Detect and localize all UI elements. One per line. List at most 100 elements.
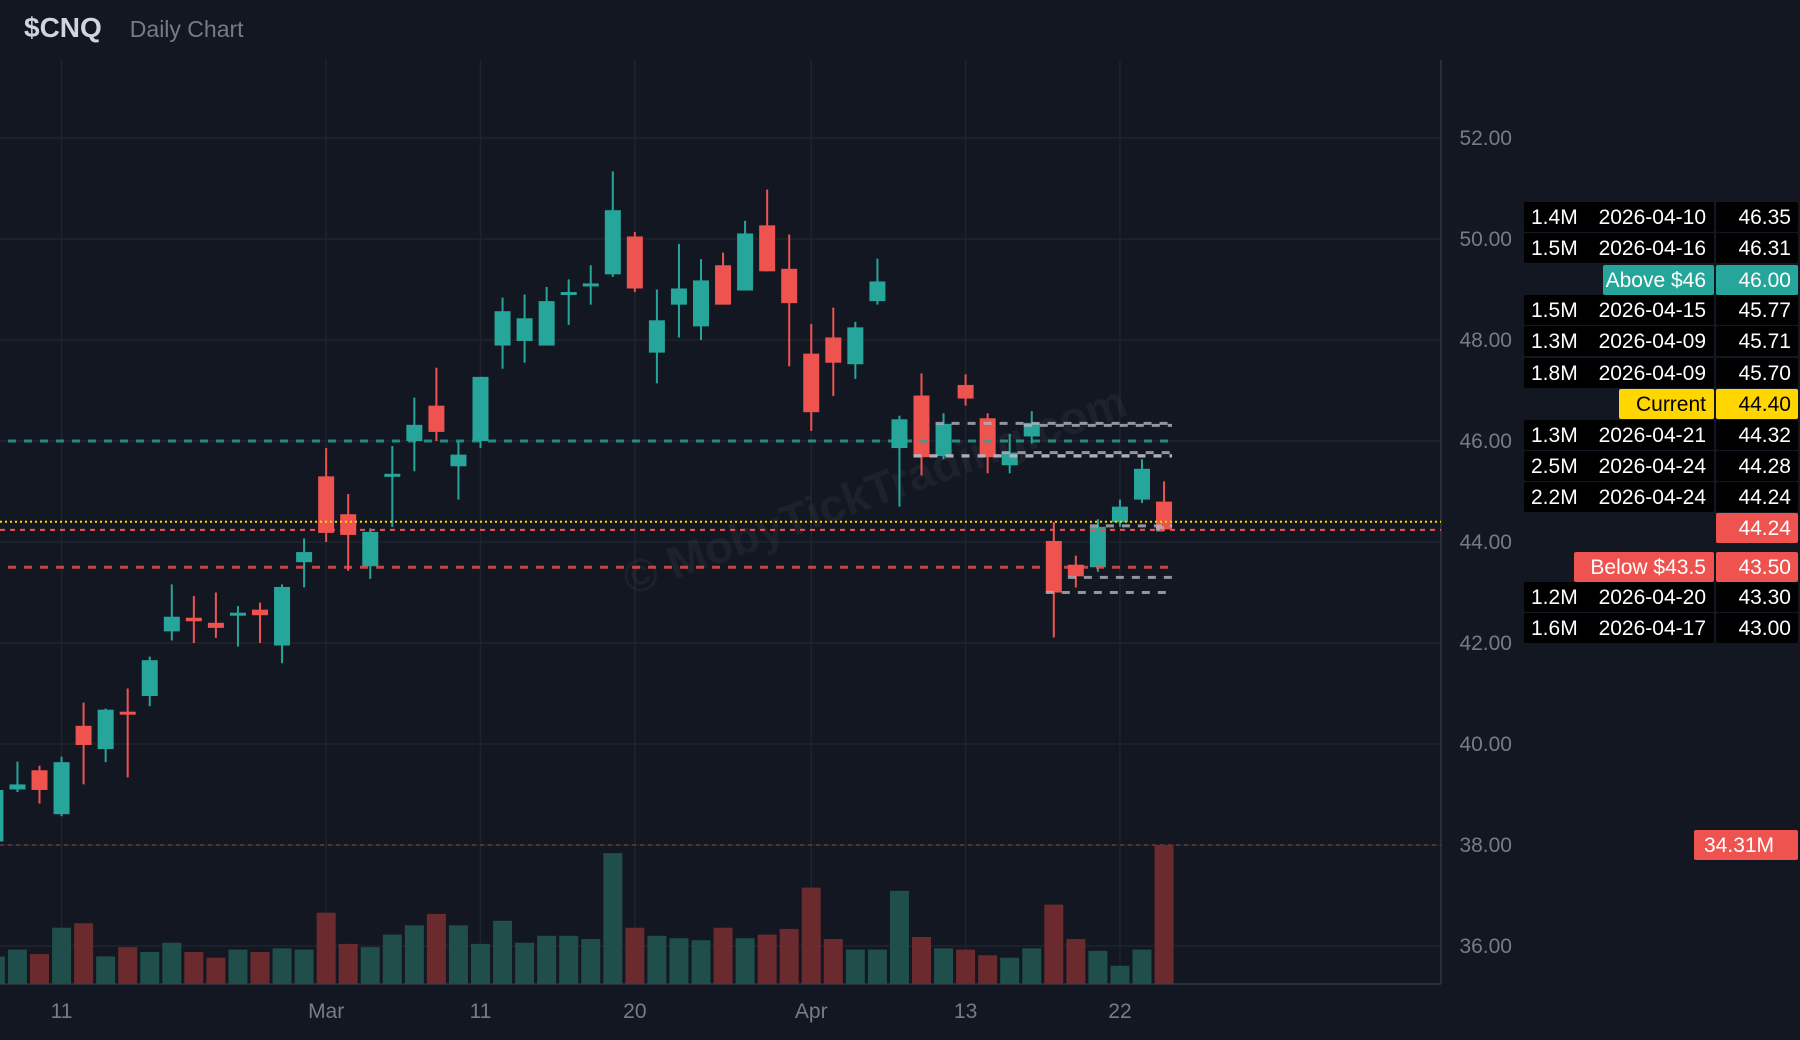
candle[interactable]	[406, 397, 423, 472]
candle[interactable]	[296, 538, 313, 588]
candle[interactable]	[582, 265, 599, 305]
level-volume: 2.2M	[1531, 486, 1578, 509]
candle-body	[869, 281, 886, 302]
y-tick-label: 52.00	[1459, 127, 1512, 150]
price-label-tag-bg	[1524, 420, 1714, 450]
candle[interactable]	[185, 596, 202, 643]
candle[interactable]	[1045, 522, 1062, 638]
price-label-tag-bg	[1524, 613, 1714, 643]
candle[interactable]	[472, 376, 489, 449]
volume-bar	[801, 887, 821, 984]
volume-bar	[184, 951, 204, 984]
candle[interactable]	[141, 656, 158, 707]
candle[interactable]	[693, 259, 709, 340]
candle[interactable]	[1067, 555, 1084, 588]
candle-body	[229, 612, 246, 616]
candle[interactable]	[274, 584, 291, 664]
price-value-bg	[1716, 420, 1798, 450]
candle-body	[406, 424, 423, 441]
candle[interactable]	[163, 584, 180, 641]
candle[interactable]	[318, 448, 335, 542]
candle-body	[428, 405, 445, 432]
volume-max-label: 34.31M	[1704, 834, 1774, 857]
candle[interactable]	[450, 442, 467, 500]
candle[interactable]	[1111, 499, 1128, 527]
price-value: 45.77	[1738, 299, 1791, 322]
candle[interactable]	[75, 702, 92, 785]
volume-bar	[956, 949, 976, 984]
volume-bar	[272, 948, 292, 984]
x-tick-label: 13	[954, 1000, 977, 1023]
candle[interactable]	[1134, 459, 1150, 504]
candle[interactable]	[1156, 481, 1173, 530]
candle-body	[626, 236, 643, 289]
price-value-bg	[1716, 202, 1798, 232]
volume-bar	[162, 942, 182, 984]
candle[interactable]	[803, 323, 820, 431]
candle[interactable]	[737, 220, 754, 291]
volume-bar	[338, 943, 358, 984]
volume-bars	[0, 845, 1174, 984]
price-label-level: 1.2M 2026-04-20 43.30	[1524, 582, 1798, 612]
candle[interactable]	[1089, 519, 1106, 572]
candle[interactable]	[604, 171, 621, 277]
volume-bar	[382, 934, 402, 984]
candle-body	[648, 320, 665, 353]
candle-body	[715, 265, 732, 305]
candle[interactable]	[626, 231, 643, 293]
candle[interactable]	[494, 297, 511, 369]
price-value-bg	[1716, 326, 1798, 356]
candle[interactable]	[560, 279, 577, 325]
volume-bar	[735, 938, 755, 984]
candle[interactable]	[670, 244, 687, 338]
candle[interactable]	[53, 756, 70, 817]
price-value: 46.31	[1738, 237, 1791, 260]
price-label-tag-bg	[1524, 233, 1714, 263]
price-label-last: 44.24	[1716, 513, 1798, 543]
candle[interactable]	[362, 528, 379, 579]
candle[interactable]	[715, 252, 732, 305]
candle[interactable]	[847, 321, 864, 379]
candle[interactable]	[207, 592, 224, 638]
candle[interactable]	[957, 374, 974, 406]
candle-body	[75, 725, 92, 746]
candle[interactable]	[648, 289, 665, 384]
candle-body	[957, 384, 974, 399]
y-tick-label: 46.00	[1459, 430, 1512, 453]
candle[interactable]	[97, 708, 114, 763]
price-label-level: 1.5M 2026-04-16 46.31	[1524, 233, 1798, 263]
candle[interactable]	[119, 688, 136, 778]
price-value: 46.35	[1738, 206, 1791, 229]
level-date: 2026-04-09	[1599, 330, 1706, 353]
candle[interactable]	[935, 413, 952, 460]
y-tick-label: 50.00	[1459, 228, 1512, 251]
volume-bar	[426, 913, 446, 984]
candle[interactable]	[869, 258, 886, 305]
candle[interactable]	[759, 189, 776, 272]
candle[interactable]	[9, 761, 26, 792]
candle[interactable]	[340, 494, 357, 571]
candle-body	[737, 233, 754, 291]
candle[interactable]	[781, 234, 798, 367]
candle[interactable]	[31, 765, 48, 804]
candle-body	[847, 327, 864, 365]
volume-bar	[1154, 845, 1174, 984]
volume-bar	[515, 942, 535, 984]
candle[interactable]	[384, 446, 401, 527]
candle[interactable]	[825, 307, 842, 397]
candle[interactable]	[516, 294, 533, 363]
volume-bar	[74, 923, 94, 984]
candle[interactable]	[428, 367, 445, 441]
price-label-tag-bg	[1524, 358, 1714, 388]
price-value: 45.70	[1738, 362, 1791, 385]
level-volume: 1.3M	[1531, 424, 1578, 447]
candle-body	[0, 789, 4, 842]
candle[interactable]	[538, 286, 555, 346]
candle[interactable]	[0, 789, 4, 845]
volume-bar	[448, 925, 468, 984]
candle[interactable]	[252, 602, 268, 643]
candle-body	[53, 762, 70, 815]
candle-body	[163, 616, 180, 632]
candle[interactable]	[229, 606, 246, 647]
